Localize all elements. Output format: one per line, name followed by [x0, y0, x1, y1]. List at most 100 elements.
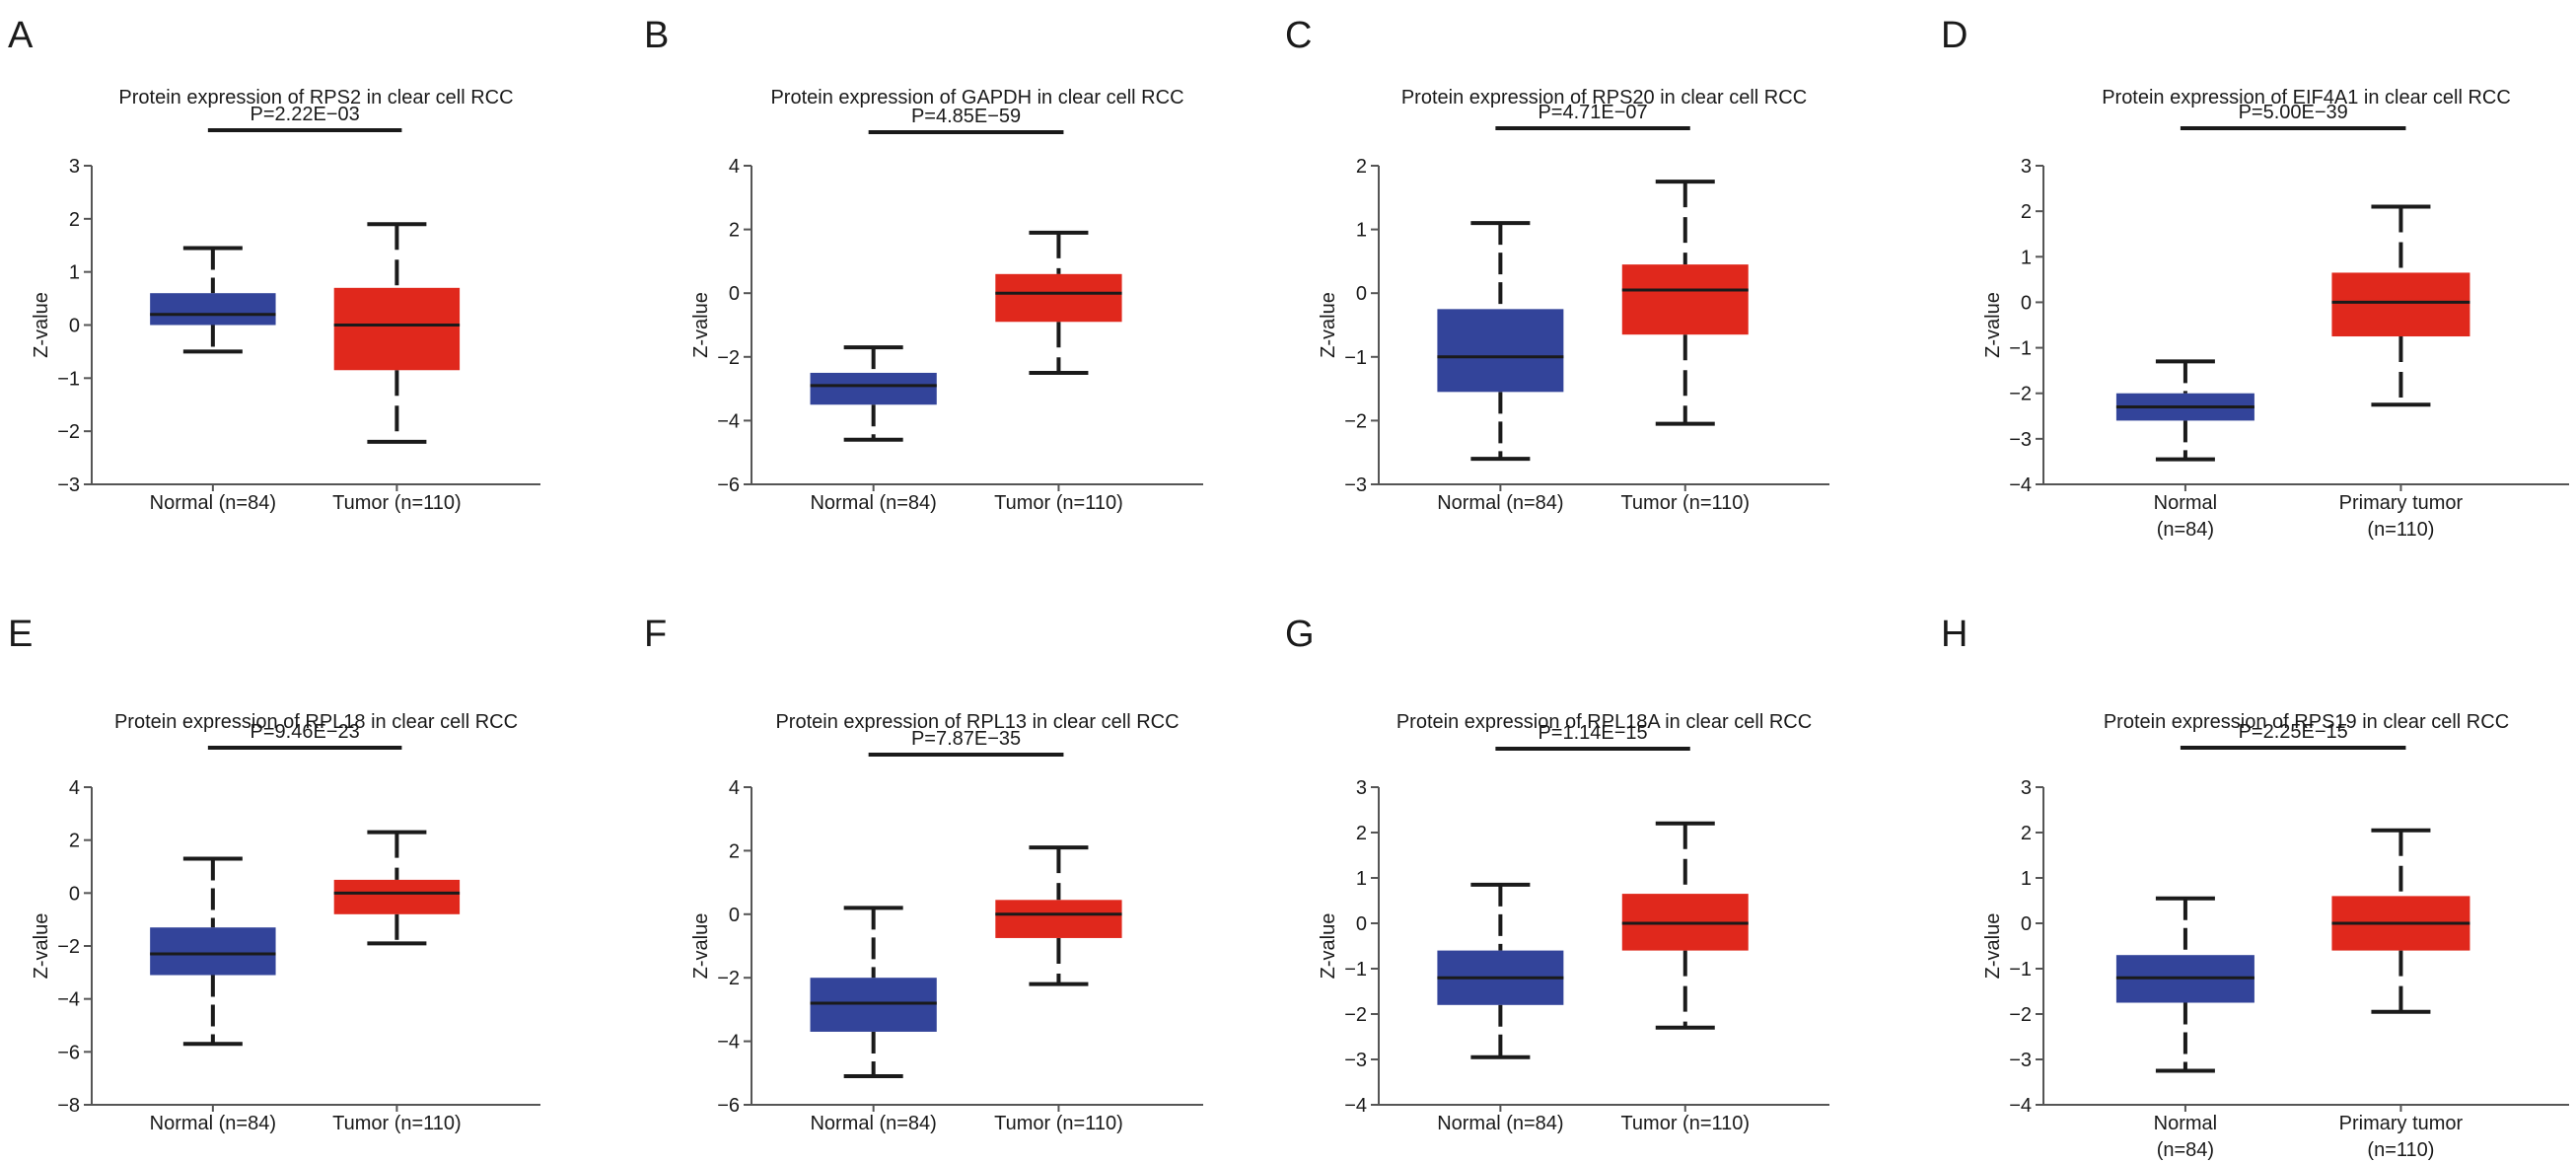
chart-title: Protein expression of RPL18A in clear ce… [1396, 711, 1812, 733]
y-tick-label: 0 [1356, 913, 1367, 935]
panel-h: H Protein expression of RPS19 in clear ce… [1941, 614, 2569, 1161]
y-tick-label: 3 [2021, 777, 2032, 799]
box-iqr [810, 372, 937, 405]
y-tick-label: 0 [729, 905, 740, 926]
panel-letter: G [1285, 614, 1315, 655]
box-tumor [1621, 821, 1749, 1030]
y-axis-label: Z-value [31, 913, 52, 980]
y-tick-label: −1 [2009, 338, 2032, 360]
y-tick-label: 4 [729, 156, 740, 178]
x-tick-label: Normal [2154, 1113, 2217, 1134]
x-tick-label: Normal (n=84) [1437, 1113, 1563, 1134]
y-tick-label: −6 [717, 1095, 740, 1117]
y-axis-label: Z-value [1318, 292, 1339, 358]
x-tick-label: Primary tumor [2339, 1113, 2464, 1134]
box-tumor [1621, 180, 1749, 426]
y-tick-label: 0 [2021, 913, 2032, 935]
y-tick-label: −1 [1344, 959, 1367, 981]
box-tumor [2331, 204, 2470, 407]
y-tick-label: −3 [1344, 474, 1367, 496]
y-tick-label: 1 [2021, 868, 2032, 890]
y-tick-label: 1 [69, 262, 80, 284]
box-iqr [333, 879, 461, 914]
box-tumor [995, 230, 1122, 375]
x-tick-label: Tumor (n=110) [994, 1113, 1123, 1134]
y-tick-label: −4 [717, 410, 740, 432]
box-iqr [1437, 309, 1564, 393]
x-tick-label: (n=84) [2157, 519, 2214, 541]
y-tick-label: 3 [1356, 777, 1367, 799]
x-tick-label: Normal (n=84) [150, 1113, 276, 1134]
y-tick-label: −6 [57, 1042, 80, 1063]
y-tick-label: −2 [717, 347, 740, 369]
box-normal [810, 906, 937, 1079]
box-iqr [810, 978, 937, 1032]
p-value-label: P=2.25E−15 [2239, 721, 2348, 743]
y-tick-label: 2 [1356, 156, 1367, 178]
y-tick-label: 2 [729, 840, 740, 862]
y-tick-label: −2 [2009, 384, 2032, 405]
x-tick-label: Normal (n=84) [1437, 492, 1563, 514]
panel-f: F Protein expression of RPL13 in clear ce… [644, 614, 1203, 1134]
y-tick-label: −4 [1344, 1095, 1367, 1117]
p-value-label: P=7.87E−35 [911, 728, 1021, 750]
y-axis-label: Z-value [690, 913, 712, 980]
y-tick-label: −1 [1344, 347, 1367, 369]
chart-title: Protein expression of GAPDH in clear cel… [770, 87, 1183, 109]
panel-b: B Protein expression of GAPDH in clear ce… [644, 15, 1203, 514]
x-tick-label: Normal (n=84) [810, 492, 936, 514]
panel-letter: F [644, 614, 667, 655]
y-axis-label: Z-value [1982, 913, 2004, 980]
y-tick-label: 2 [69, 209, 80, 231]
chart-title: Protein expression of RPS2 in clear cell… [118, 87, 513, 109]
y-tick-label: −2 [717, 968, 740, 989]
box-normal [2115, 359, 2254, 462]
y-tick-label: 0 [2021, 292, 2032, 314]
p-value-label: P=4.85E−59 [911, 106, 1021, 127]
y-tick-label: −2 [1344, 410, 1367, 432]
y-tick-label: 2 [1356, 823, 1367, 844]
panel-c: C Protein expression of RPS20 in clear ce… [1285, 15, 1829, 514]
y-tick-label: −2 [57, 936, 80, 958]
p-value-label: P=2.22E−03 [250, 104, 360, 125]
y-tick-label: 4 [69, 777, 80, 799]
x-tick-label: Normal [2154, 492, 2217, 514]
y-axis-label: Z-value [1318, 913, 1339, 980]
box-iqr [2331, 272, 2470, 337]
panel-letter: C [1285, 15, 1312, 56]
y-tick-label: 4 [729, 777, 740, 799]
x-tick-label: Tumor (n=110) [332, 492, 462, 514]
chart-title: Protein expression of RPS20 in clear cel… [1401, 87, 1807, 109]
x-tick-label: Tumor (n=110) [994, 492, 1123, 514]
box-normal [1437, 221, 1564, 462]
y-tick-label: 3 [69, 156, 80, 178]
box-tumor [333, 222, 461, 444]
box-tumor [333, 830, 461, 946]
panel-letter: D [1941, 15, 1968, 56]
box-tumor [995, 845, 1122, 986]
panel-e: E Protein expression of RPL18 in clear ce… [8, 614, 540, 1134]
p-value-label: P=5.00E−39 [2239, 102, 2348, 123]
y-tick-label: −3 [2009, 429, 2032, 451]
chart-title: Protein expression of EIF4A1 in clear ce… [2102, 87, 2511, 109]
box-normal [150, 246, 276, 354]
y-tick-label: −2 [2009, 1004, 2032, 1026]
box-normal [2115, 896, 2254, 1073]
panel-letter: E [8, 614, 33, 655]
p-value-label: P=4.71E−07 [1538, 102, 1647, 123]
box-iqr [333, 287, 461, 371]
panel-d: D Protein expression of EIF4A1 in clear c… [1941, 15, 2569, 541]
p-value-label: P=1.14E−15 [1538, 722, 1647, 744]
p-value-label: P=9.46E−23 [250, 721, 360, 743]
y-tick-label: 0 [729, 283, 740, 305]
box-normal [150, 856, 276, 1047]
y-tick-label: −3 [1344, 1050, 1367, 1071]
y-tick-label: 2 [2021, 823, 2032, 844]
panel-letter: H [1941, 614, 1968, 655]
chart-title: Protein expression of RPS19 in clear cel… [2104, 711, 2509, 733]
panel-letter: B [644, 15, 669, 56]
y-axis-label: Z-value [1982, 292, 2004, 358]
x-tick-label: (n=110) [2367, 1139, 2434, 1161]
y-tick-label: −3 [57, 474, 80, 496]
